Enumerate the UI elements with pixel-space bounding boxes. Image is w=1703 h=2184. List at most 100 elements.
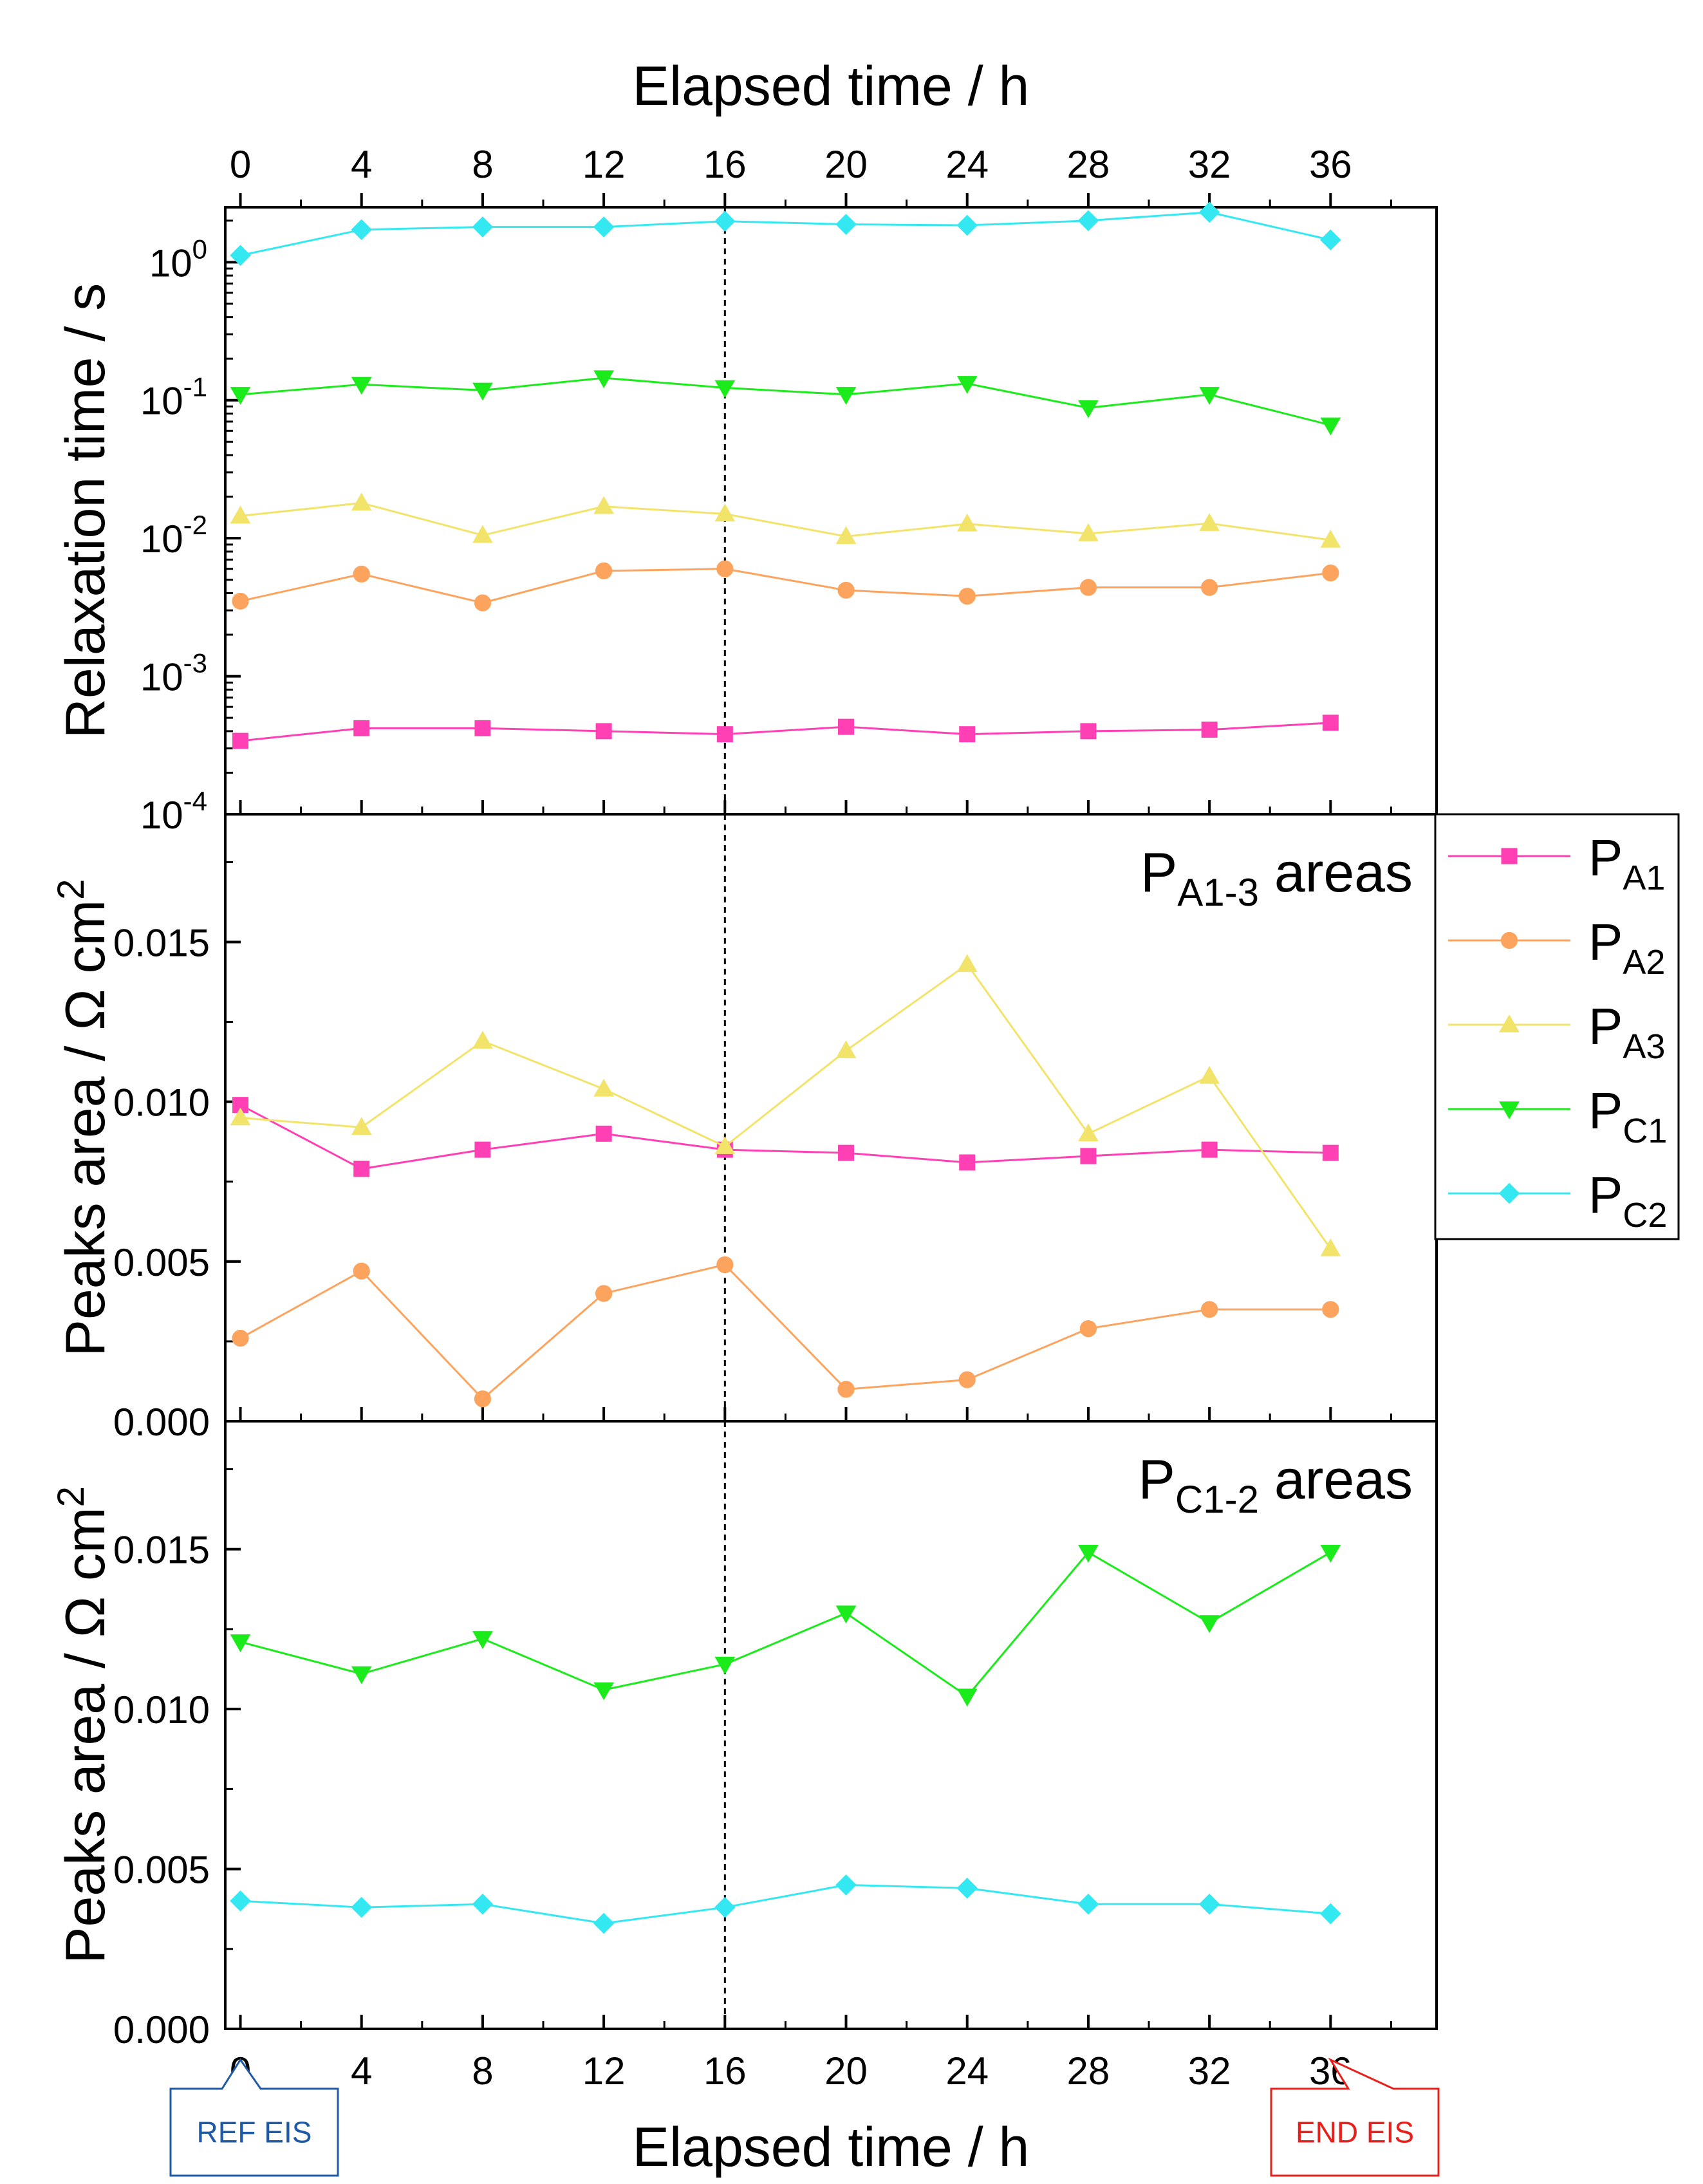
y-tick-label: 100	[149, 234, 207, 285]
y-axis-title-text: Peaks area / Ω cm	[55, 1507, 116, 1964]
data-point	[837, 581, 855, 599]
top-x-tick-label: 20	[824, 143, 868, 186]
panel-frame	[224, 1420, 1438, 2030]
data-point	[351, 219, 373, 241]
data-point	[474, 720, 491, 736]
data-point	[1199, 387, 1220, 405]
data-point	[1322, 1301, 1339, 1318]
series-line	[240, 501, 1331, 541]
data-point	[835, 1605, 857, 1624]
series-PA3	[230, 492, 1341, 548]
data-point	[353, 1262, 370, 1280]
legend-marker	[1498, 1182, 1520, 1204]
y-tick-label: 10-4	[140, 786, 207, 837]
legend-entry-PC1: PC1	[1448, 1082, 1667, 1150]
series-line	[240, 377, 1331, 426]
data-point	[1199, 513, 1220, 531]
data-point	[474, 1390, 492, 1408]
data-point	[353, 565, 370, 583]
data-point	[837, 1381, 855, 1398]
series-line	[240, 1551, 1332, 1698]
y-tick-exponent: -3	[183, 648, 207, 678]
data-point	[1079, 1320, 1097, 1338]
series-line	[240, 568, 1331, 604]
series-line	[239, 1264, 1331, 1401]
series-line	[239, 1104, 1331, 1170]
top-x-tick-label: 12	[582, 143, 626, 186]
bottom-x-tick-label: 8	[472, 2049, 493, 2093]
data-point	[1199, 1065, 1220, 1084]
y-tick-label: 0.000	[113, 1401, 210, 1444]
data-point	[835, 1040, 857, 1059]
data-point	[232, 1329, 249, 1347]
y-axis-title: Relaxation time / s	[55, 283, 116, 738]
y-axis-title: Peaks area / Ω cm2	[50, 1486, 116, 1964]
legend-entry-PC2: PC2	[1448, 1166, 1667, 1235]
data-point	[1080, 1148, 1097, 1164]
legend-label-sub: A3	[1623, 1027, 1665, 1066]
legend-marker	[1499, 1101, 1520, 1120]
data-point	[959, 726, 976, 743]
data-point	[230, 1107, 251, 1126]
data-point	[714, 1656, 736, 1675]
data-point	[593, 1682, 614, 1701]
y-axis-title: Peaks area / Ω cm2	[50, 879, 116, 1357]
top-x-tick-label: 28	[1067, 143, 1110, 186]
data-point	[956, 214, 978, 236]
y-axis-title-sup: 2	[50, 1486, 92, 1507]
panel-annotation-sub: A1-3	[1177, 871, 1259, 914]
callout-box	[1270, 2057, 1440, 2177]
data-point	[1320, 1903, 1341, 1925]
y-tick-base: 10	[140, 656, 183, 699]
legend-label-base: P	[1588, 829, 1623, 886]
bottom-x-tick-label: 28	[1067, 2049, 1110, 2093]
panel-annotation-base: P	[1140, 842, 1177, 904]
top-x-tick-label: 0	[230, 143, 251, 186]
legend-label-base: P	[1588, 1082, 1623, 1139]
data-point	[1201, 1301, 1218, 1318]
data-point	[1320, 229, 1341, 251]
data-point	[958, 588, 976, 605]
bottom-x-axis-title: Elapsed time / h	[633, 2116, 1030, 2178]
top-x-tick-label: 24	[945, 143, 989, 186]
series-line	[240, 722, 1331, 742]
data-point	[595, 723, 612, 740]
legend-entry-PA3: PA3	[1448, 998, 1665, 1066]
series-PC1	[230, 370, 1341, 436]
bottom-x-tick-label: 24	[945, 2049, 989, 2093]
data-point	[351, 1666, 372, 1685]
data-point	[1198, 1893, 1220, 1915]
legend-label-base: P	[1588, 998, 1623, 1055]
y-tick-label: 0.000	[113, 2008, 210, 2051]
panel-annotation-suffix: areas	[1259, 842, 1413, 904]
data-point	[1320, 1238, 1341, 1256]
panel-annotation-base: P	[1139, 1449, 1175, 1511]
data-point	[232, 733, 249, 749]
y-tick-label: 0.015	[113, 1529, 210, 1572]
callout-label: END EIS	[1296, 2116, 1414, 2149]
data-point	[1078, 1544, 1099, 1563]
legend-marker	[1501, 848, 1518, 864]
panel-annotation-sub: C1-2	[1175, 1478, 1259, 1521]
data-point	[351, 492, 372, 511]
data-point	[1322, 1144, 1339, 1161]
y-tick-base: 10	[140, 518, 183, 561]
data-point	[835, 1874, 857, 1896]
data-point	[230, 1890, 251, 1912]
data-point	[835, 387, 857, 405]
data-point	[956, 376, 978, 394]
data-point	[835, 526, 857, 545]
y-tick-label: 10-1	[140, 372, 207, 423]
data-point	[1201, 722, 1218, 738]
data-point	[1198, 201, 1220, 223]
top-x-axis-title: Elapsed time / h	[633, 55, 1030, 117]
data-point	[1199, 1615, 1220, 1634]
data-point	[956, 1688, 978, 1707]
data-point	[351, 1117, 372, 1135]
data-point	[956, 954, 978, 973]
